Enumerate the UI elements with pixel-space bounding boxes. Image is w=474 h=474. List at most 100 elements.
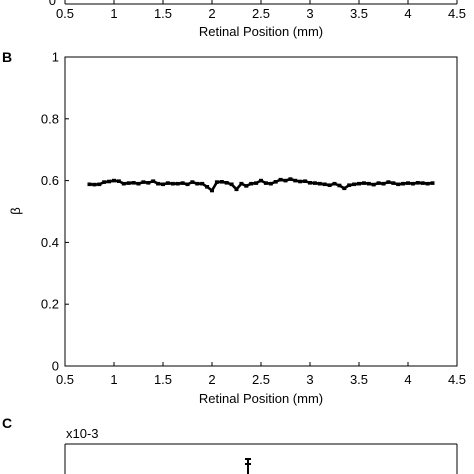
beta-data-point	[205, 185, 210, 189]
beta-data-point	[327, 183, 332, 187]
panel-b-y-tick-label: 0.4	[41, 235, 59, 250]
panel-b-y-axis-label: β	[8, 207, 23, 214]
panel-c-exponent-label: x10-3	[66, 426, 99, 441]
panel-a-x-tick-label: 1.5	[154, 6, 172, 21]
beta-data-point	[308, 181, 312, 185]
beta-data-point	[430, 181, 435, 185]
panel-b-y-tick-label: 0	[52, 359, 59, 374]
beta-data-point	[366, 181, 371, 186]
beta-data-point	[347, 183, 352, 187]
panel-a-x-tick-label: 1	[110, 6, 117, 21]
beta-data-point	[273, 180, 278, 184]
panel-c: x10-3	[64, 426, 458, 474]
beta-data-point	[337, 183, 342, 188]
beta-data-point	[381, 181, 386, 186]
beta-data-point	[376, 181, 381, 185]
beta-data-point	[425, 181, 430, 186]
beta-data-point	[342, 186, 347, 191]
panel-b-x-tick-label: 4	[404, 372, 411, 387]
beta-data-point	[131, 181, 136, 185]
beta-data-point	[249, 181, 254, 186]
panel-b-plot-frame	[64, 56, 458, 367]
beta-data-point	[288, 177, 293, 181]
panel-a-x-axis-label: Retinal Position (mm)	[199, 24, 323, 39]
beta-data-point	[200, 181, 205, 186]
beta-data-point	[229, 182, 234, 187]
panel-a-x-tick-label: 0.5	[56, 6, 74, 21]
panel-b-x-tick-label: 1	[110, 372, 117, 387]
beta-data-point	[126, 181, 131, 185]
beta-data-point	[156, 181, 161, 186]
beta-data-point	[298, 179, 303, 184]
beta-data-point	[420, 181, 425, 185]
panel-b-y-tick-label: 0.6	[41, 173, 59, 188]
panel-b-x-tick-label: 3.5	[350, 372, 368, 387]
beta-data-point	[259, 178, 263, 183]
beta-data-point	[165, 181, 170, 185]
beta-data-point	[391, 181, 396, 185]
beta-data-point	[161, 182, 165, 187]
panel-b-y-tick-label: 1	[52, 50, 59, 65]
beta-data-point	[224, 181, 229, 185]
panel-b-x-tick-label: 2.5	[252, 372, 270, 387]
beta-data-point	[396, 182, 401, 187]
beta-data-point	[151, 179, 156, 183]
beta-data-point	[283, 178, 288, 183]
beta-data-point	[97, 182, 102, 187]
beta-data-point	[210, 188, 214, 193]
beta-data-point	[87, 182, 92, 187]
beta-data-point	[234, 187, 239, 192]
panel-b-x-axis-label: Retinal Position (mm)	[199, 391, 323, 406]
beta-data-point	[175, 181, 180, 186]
beta-data-point	[322, 182, 327, 187]
beta-data-point	[386, 180, 391, 184]
panel-a-x-tick-label: 3.5	[350, 6, 368, 21]
beta-data-point	[190, 180, 195, 184]
panel-b-series	[87, 177, 435, 193]
beta-data-point	[312, 181, 317, 185]
beta-data-point	[170, 181, 175, 186]
panel-a-x-tick-label: 2.5	[252, 6, 270, 21]
panel-b-x-ticks: 0.5 1 1.5 2 2.5 3 3.5 4 4.5	[56, 362, 466, 387]
panel-b-x-tick-label: 1.5	[154, 372, 172, 387]
panel-b-y-ticks: 0 0.2 0.4 0.6 0.8 1	[41, 50, 69, 374]
beta-data-point	[92, 182, 97, 187]
beta-data-point	[401, 181, 406, 186]
beta-data-point	[244, 184, 249, 188]
beta-data-point	[371, 182, 376, 187]
panel-b-y-tick-label: 0.2	[41, 297, 59, 312]
beta-data-point	[352, 182, 357, 187]
panel-b-letter: B	[2, 49, 12, 65]
beta-data-point	[185, 182, 190, 187]
beta-data-point	[268, 181, 273, 186]
beta-data-point	[293, 178, 298, 183]
beta-data-point	[141, 180, 146, 184]
panel-b-y-tick-label: 0.8	[41, 111, 59, 126]
panel-a-x-tick-label: 4	[404, 6, 411, 21]
beta-data-point	[263, 181, 268, 185]
panel-a-y-tick-label: 0	[49, 0, 56, 8]
panel-b-x-tick-label: 3	[306, 372, 313, 387]
beta-data-point	[361, 181, 366, 185]
panel-a-x-tick-label: 3	[306, 6, 313, 21]
beta-data-point	[136, 181, 141, 186]
beta-data-point	[112, 178, 116, 183]
beta-data-point	[254, 181, 259, 185]
beta-data-point	[406, 181, 410, 185]
panel-b-x-tick-label: 0.5	[56, 372, 74, 387]
panel-b-x-tick-label: 4.5	[448, 372, 466, 387]
panel-a-x-tick-label: 4.5	[448, 6, 466, 21]
panel-c-letter: C	[2, 415, 12, 431]
beta-data-point	[195, 181, 200, 186]
beta-data-point	[415, 181, 420, 185]
panel-a: 0 0.5 1 1.5 2 2.5 3 3.5 4 4.5 Retinal Position (…	[49, 0, 466, 39]
beta-data-point	[219, 180, 224, 184]
beta-data-point	[180, 181, 185, 185]
panel-b: 0.5 1 1.5 2 2.5 3 3.5 4 4.5 0 0.2 0.4 0.6 0.8 1 Retin…	[8, 50, 466, 407]
beta-data-point	[239, 181, 244, 186]
beta-data-point	[332, 181, 337, 186]
beta-data-point	[317, 181, 322, 186]
beta-data-point	[357, 181, 361, 186]
beta-data-point	[102, 180, 107, 184]
